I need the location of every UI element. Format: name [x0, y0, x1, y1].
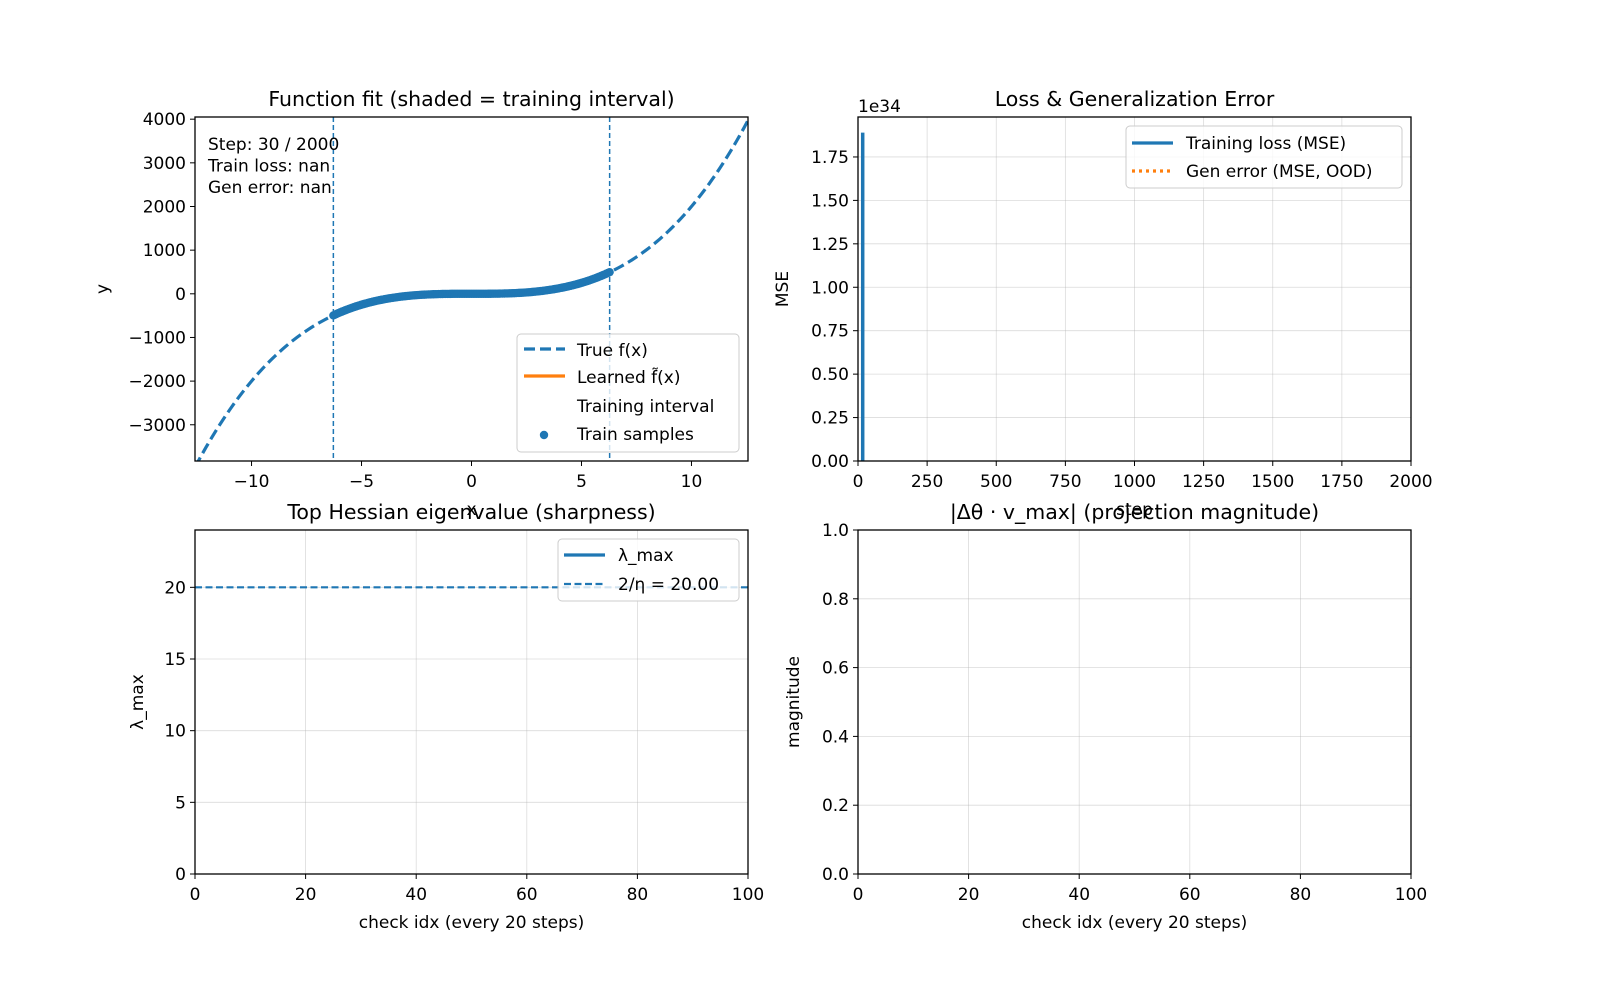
- annotation-line: Train loss: nan: [207, 157, 330, 177]
- legend-label: Training interval: [576, 397, 714, 417]
- y-tick-label: 1.0: [822, 521, 849, 541]
- legend-label: λ_max: [618, 546, 674, 566]
- x-tick-label: 20: [958, 885, 980, 905]
- y-tick-label: 0.6: [822, 659, 849, 679]
- plot-area: [196, 117, 748, 461]
- x-tick-label: 80: [627, 885, 649, 905]
- axes-frame: [857, 116, 1412, 462]
- x-tick-label: 100: [1395, 885, 1427, 905]
- y-tick-label: 10: [164, 722, 186, 742]
- chart-title: Top Hessian eigenvalue (sharpness): [286, 500, 655, 524]
- x-tick-label: 40: [1068, 885, 1090, 905]
- y-tick-label: 0.2: [822, 796, 849, 816]
- annotation-line: Gen error: nan: [208, 178, 332, 198]
- x-tick-label: −10: [234, 472, 270, 492]
- y-tick-label: 0.50: [811, 365, 849, 385]
- y-axis-label: y: [93, 284, 113, 294]
- chart-title: |Δθ · v_max| (projection magnitude): [950, 500, 1319, 525]
- x-tick-label: 500: [980, 472, 1012, 492]
- legend-label: Training loss (MSE): [1185, 134, 1346, 154]
- true-function-line: [196, 119, 748, 461]
- train-sample-point: [605, 267, 614, 277]
- y-tick-label: 0.00: [811, 452, 849, 472]
- y-tick-label: 0.25: [811, 409, 849, 429]
- y-tick-label: −3000: [128, 416, 186, 436]
- y-tick-label: 0.75: [811, 322, 849, 342]
- x-tick-label: 20: [295, 885, 317, 905]
- y-tick-label: 0.8: [822, 590, 849, 610]
- x-tick-label: 2000: [1389, 472, 1432, 492]
- x-axis-label: check idx (every 20 steps): [1022, 913, 1248, 933]
- axes-frame: [857, 529, 1412, 875]
- x-axis-label: check idx (every 20 steps): [359, 913, 585, 933]
- legend-label: Train samples: [576, 425, 694, 445]
- hessian-axes: 0 20 40 60 80 100 0 5 10 15 20 Top Hessian eigenval…: [128, 500, 764, 933]
- x-tick-label: 40: [405, 885, 427, 905]
- x-tick-label: 1250: [1182, 472, 1225, 492]
- y-tick-label: −1000: [128, 328, 186, 348]
- x-tick-label: 750: [1049, 472, 1081, 492]
- y-tick-label: −2000: [128, 372, 186, 392]
- y-tick-label: 2000: [143, 197, 186, 217]
- axes-frame: [194, 116, 749, 462]
- legend-train-samples-swatch: [539, 430, 549, 440]
- annotation-line: Step: 30 / 2000: [208, 135, 339, 155]
- y-tick-label: 0: [175, 285, 186, 305]
- legend-label: 2/η = 20.00: [618, 575, 719, 595]
- y-tick-label: 20: [164, 578, 186, 598]
- chart-title: Function fit (shaded = training interval…: [268, 87, 674, 111]
- x-tick-label: 0: [853, 885, 864, 905]
- x-tick-label: 5: [576, 472, 587, 492]
- legend-frame: [1125, 125, 1403, 189]
- loss-axes: 0 250 500 750 1000 1250 1500 1750 2000 0.00 0.25 0.…: [773, 87, 1433, 520]
- x-tick-label: −5: [349, 472, 374, 492]
- y-axis-label: λ_max: [128, 674, 148, 730]
- x-tick-label: 0: [190, 885, 201, 905]
- y-tick-label: 1000: [143, 241, 186, 261]
- x-tick-label: 0: [853, 472, 864, 492]
- y-tick-label: 4000: [143, 110, 186, 130]
- y-tick-label: 15: [164, 650, 186, 670]
- y-tick-label: 1.75: [811, 148, 849, 168]
- y-axis-label: magnitude: [784, 656, 804, 748]
- y-tick-label: 1.25: [811, 235, 849, 255]
- y-tick-label: 5: [175, 793, 186, 813]
- x-tick-label: 1000: [1113, 472, 1156, 492]
- x-tick-label: 0: [466, 472, 477, 492]
- legend-label: True f(x): [576, 341, 648, 361]
- y-tick-label: 0.0: [822, 865, 849, 885]
- y-axis-label: MSE: [773, 271, 793, 307]
- chart-title: Loss & Generalization Error: [995, 87, 1275, 111]
- y-tick-label: 1.50: [811, 191, 849, 211]
- x-tick-label: 250: [911, 472, 943, 492]
- x-tick-label: 60: [516, 885, 538, 905]
- y-tick-label: 0.4: [822, 727, 849, 747]
- function-fit-axes: −10 −5 0 5 10 −3000 −2000 −1000 0 1000 2000 3000 400…: [93, 87, 749, 520]
- x-tick-label: 1500: [1251, 472, 1294, 492]
- x-axis-label: x: [466, 500, 476, 520]
- offset-label: 1e34: [858, 97, 901, 117]
- y-tick-label: 0: [175, 865, 186, 885]
- legend-frame: [516, 333, 740, 453]
- x-tick-label: 100: [732, 885, 764, 905]
- projection-axes: 0 20 40 60 80 100 0.0 0.2 0.4 0.6 0.8 1.0 |Δθ · v_ma…: [784, 500, 1427, 933]
- x-tick-label: 1750: [1320, 472, 1363, 492]
- x-tick-label: 80: [1290, 885, 1312, 905]
- legend-label: Learned f̃(x): [577, 367, 680, 388]
- y-tick-label: 3000: [143, 154, 186, 174]
- axes-frame: [194, 529, 749, 875]
- x-axis-label: step: [1116, 500, 1153, 520]
- x-tick-label: 60: [1179, 885, 1201, 905]
- x-tick-label: 10: [681, 472, 703, 492]
- y-tick-label: 1.00: [811, 278, 849, 298]
- legend-label: Gen error (MSE, OOD): [1186, 162, 1373, 182]
